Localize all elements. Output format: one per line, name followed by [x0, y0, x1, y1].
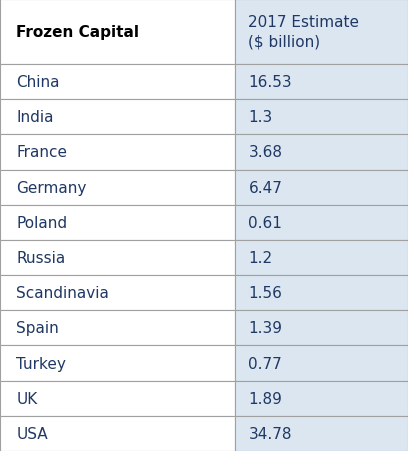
Text: 16.53: 16.53: [248, 75, 292, 90]
Bar: [235, 100, 408, 135]
Bar: [0, 345, 235, 381]
Bar: [235, 65, 408, 100]
Text: France: France: [16, 145, 67, 160]
Bar: [235, 311, 408, 345]
Bar: [0, 135, 235, 170]
Bar: [0, 170, 235, 205]
Text: 3.68: 3.68: [248, 145, 282, 160]
Text: 34.78: 34.78: [248, 426, 292, 441]
Bar: [0, 65, 235, 100]
Bar: [235, 276, 408, 311]
Text: Scandinavia: Scandinavia: [16, 285, 109, 300]
Text: UK: UK: [16, 391, 38, 406]
Bar: [235, 381, 408, 416]
Text: 1.39: 1.39: [248, 321, 282, 336]
Bar: [0, 100, 235, 135]
Text: 6.47: 6.47: [248, 180, 282, 195]
Text: 2017 Estimate
($ billion): 2017 Estimate ($ billion): [248, 15, 359, 50]
Bar: [0, 205, 235, 240]
Bar: [235, 240, 408, 276]
Text: 1.2: 1.2: [248, 250, 273, 265]
Bar: [235, 205, 408, 240]
Bar: [0, 416, 235, 451]
Text: Poland: Poland: [16, 215, 68, 230]
Bar: [235, 345, 408, 381]
Bar: [235, 416, 408, 451]
Text: USA: USA: [16, 426, 48, 441]
Text: Frozen Capital: Frozen Capital: [16, 25, 140, 40]
Text: China: China: [16, 75, 60, 90]
Bar: [235, 0, 408, 65]
Text: Germany: Germany: [16, 180, 87, 195]
Text: 1.56: 1.56: [248, 285, 282, 300]
Text: 0.77: 0.77: [248, 356, 282, 371]
Bar: [0, 381, 235, 416]
Text: Spain: Spain: [16, 321, 59, 336]
Text: 1.3: 1.3: [248, 110, 273, 125]
Bar: [235, 135, 408, 170]
Bar: [235, 170, 408, 205]
Bar: [0, 276, 235, 311]
Bar: [0, 311, 235, 345]
Text: Russia: Russia: [16, 250, 66, 265]
Text: India: India: [16, 110, 54, 125]
Text: 1.89: 1.89: [248, 391, 282, 406]
Text: Turkey: Turkey: [16, 356, 66, 371]
Text: 0.61: 0.61: [248, 215, 282, 230]
Bar: [0, 0, 235, 65]
Bar: [0, 240, 235, 276]
